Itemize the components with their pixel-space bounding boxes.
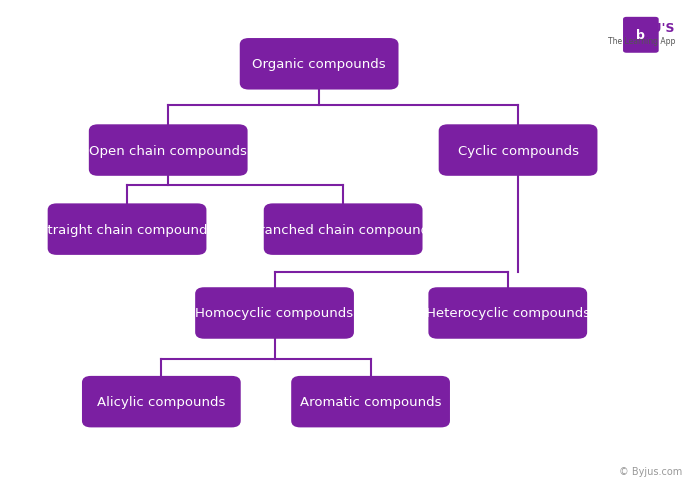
FancyBboxPatch shape [292,377,449,427]
Text: © Byjus.com: © Byjus.com [620,466,682,476]
Text: Organic compounds: Organic compounds [252,58,386,71]
Text: Homocyclic compounds: Homocyclic compounds [195,307,354,320]
FancyBboxPatch shape [440,126,596,176]
FancyBboxPatch shape [265,205,421,255]
Text: Alicylic compounds: Alicylic compounds [97,395,225,408]
FancyBboxPatch shape [623,18,659,54]
Text: BYJU'S: BYJU'S [631,21,676,35]
Text: b: b [636,28,645,41]
FancyBboxPatch shape [241,40,398,89]
Text: Aromatic compounds: Aromatic compounds [300,395,441,408]
FancyBboxPatch shape [429,288,587,338]
Text: Straight chain compounds: Straight chain compounds [39,223,215,236]
Text: The Learning App: The Learning App [608,37,676,46]
Text: Cyclic compounds: Cyclic compounds [458,144,579,157]
Text: Heterocyclic compounds: Heterocyclic compounds [426,307,590,320]
FancyBboxPatch shape [90,126,247,176]
Text: Open chain compounds: Open chain compounds [90,144,247,157]
FancyBboxPatch shape [83,377,240,427]
FancyBboxPatch shape [48,205,206,255]
Text: Branched chain compounds: Branched chain compounds [250,223,436,236]
FancyBboxPatch shape [196,288,353,338]
